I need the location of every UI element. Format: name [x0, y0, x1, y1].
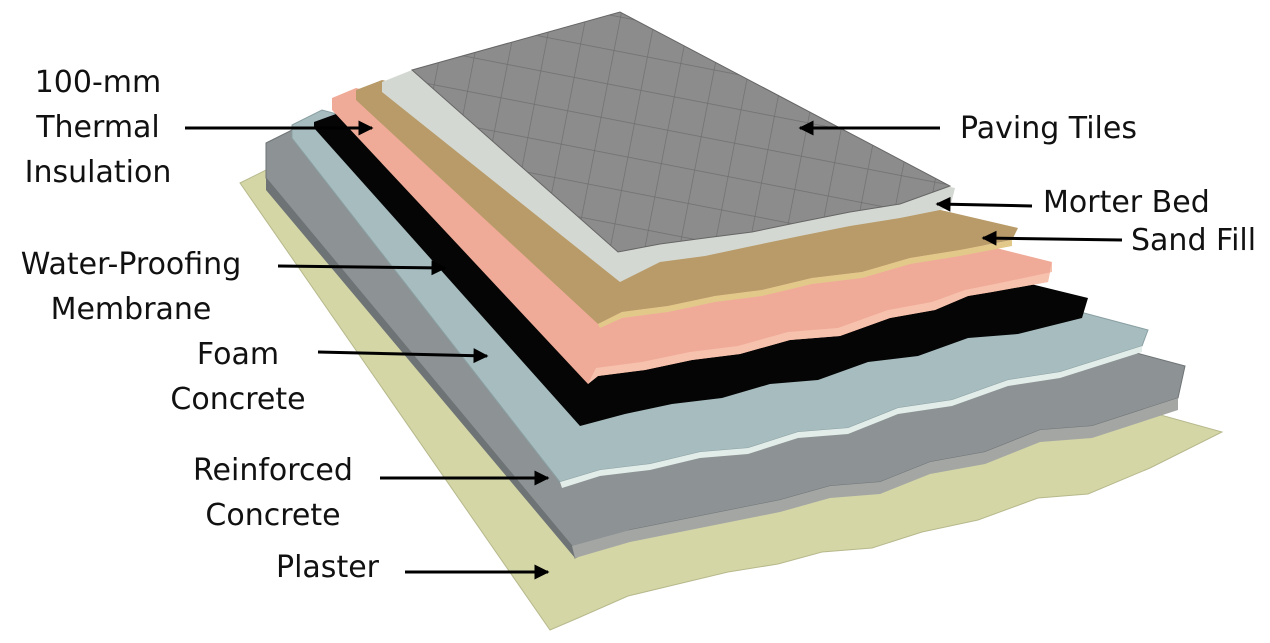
- arrows: [185, 120, 1123, 580]
- arrow-sand-fill: [981, 230, 1123, 246]
- arrow-foam-concrete: [317, 348, 489, 364]
- label-morter-bed: Morter Bed: [1043, 185, 1210, 220]
- label-paving-tiles: Paving Tiles: [960, 111, 1137, 146]
- arrow-morter-bed: [935, 196, 1033, 212]
- label-reinforced-concrete: Reinforced Concrete: [193, 453, 353, 533]
- label-water-proofing-membrane: Water-Proofing Membrane: [20, 247, 242, 327]
- label-foam-concrete: Foam Concrete: [170, 337, 306, 417]
- label-sand-fill: Sand Fill: [1131, 223, 1257, 258]
- label-plaster: Plaster: [276, 550, 379, 585]
- label-thermal-insulation: 100-mm Thermal Insulation: [24, 65, 172, 190]
- arrow-water-proofing: [277, 260, 447, 276]
